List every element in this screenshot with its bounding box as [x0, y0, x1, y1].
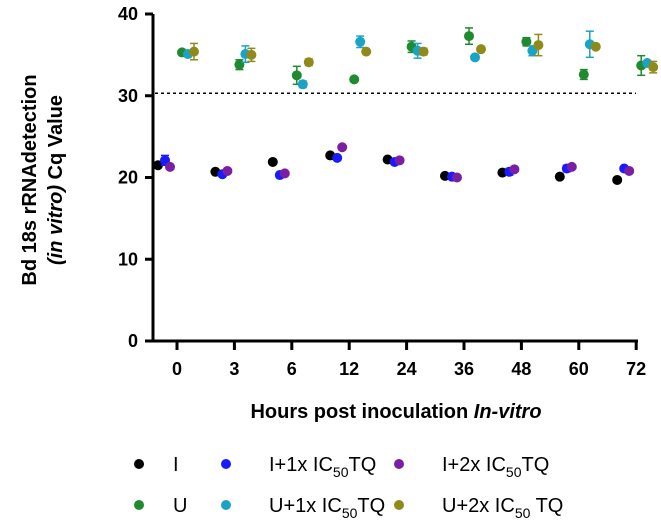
data-point	[303, 57, 314, 68]
x-tick-label: 6	[287, 359, 297, 379]
series-2	[165, 142, 635, 183]
data-point	[578, 69, 589, 80]
legend-label: I+2x IC50TQ	[442, 454, 549, 480]
data-point	[165, 161, 175, 172]
y-tick-label: 30	[118, 86, 138, 106]
legend-label: U	[173, 495, 187, 517]
data-point	[297, 79, 308, 90]
data-point	[418, 46, 429, 57]
data-point	[521, 36, 532, 47]
legend-entry: I	[134, 454, 179, 476]
x-tick-label: 60	[569, 359, 589, 379]
data-point	[279, 168, 290, 179]
data-point	[361, 46, 372, 57]
data-point	[566, 161, 577, 172]
series-4	[183, 30, 653, 90]
legend: I I+1x IC50TQ I+2x IC50TQ U U+1x IC50TQ U+2x …	[134, 454, 563, 521]
legend-marker	[134, 500, 144, 510]
data-point	[648, 62, 659, 73]
data-point	[590, 41, 601, 52]
plot-area	[153, 27, 659, 185]
data-point	[612, 174, 623, 185]
legend-entry: U+2x IC50 TQ	[394, 495, 563, 521]
data-point	[246, 49, 257, 60]
data-point	[509, 164, 520, 175]
legend-entry: U	[134, 495, 187, 517]
legend-marker	[221, 500, 231, 510]
data-point	[337, 142, 348, 153]
data-point	[554, 171, 565, 182]
data-point	[349, 74, 360, 85]
x-tick-label: 3	[229, 359, 239, 379]
x-tick-label: 72	[626, 359, 646, 379]
x-axis-title: Hours post inoculation In-vitro	[250, 401, 541, 423]
x-tick-label: 24	[397, 359, 417, 379]
y-tick-label: 0	[128, 331, 138, 351]
x-tick-label: 0	[172, 359, 182, 379]
x-tick-label: 36	[454, 359, 474, 379]
data-point	[533, 40, 544, 51]
data-point	[624, 165, 635, 176]
y-tick-label: 10	[118, 249, 138, 269]
x-tick-label: 12	[339, 359, 359, 379]
legend-marker	[221, 459, 231, 469]
data-point	[153, 160, 163, 171]
legend-marker	[394, 500, 404, 510]
y-ticks: 0 10 20 30 40	[118, 4, 153, 351]
legend-marker	[134, 459, 144, 469]
data-point	[189, 46, 199, 57]
y-tick-label: 20	[118, 168, 138, 188]
data-point	[234, 59, 245, 70]
series-5	[189, 33, 659, 74]
data-point	[267, 156, 278, 167]
data-point	[332, 152, 343, 163]
legend-label: I+1x IC50TQ	[269, 454, 376, 480]
data-point	[464, 31, 474, 42]
series-0	[153, 150, 623, 185]
data-point	[355, 36, 366, 47]
y-axis-title-line1: Bd 18s rRNAdetection	[19, 74, 41, 285]
legend-marker	[394, 459, 404, 469]
data-point	[470, 52, 480, 63]
data-point	[394, 155, 405, 166]
y-tick-label: 40	[118, 4, 138, 24]
legend-label: U+2x IC50 TQ	[442, 495, 563, 521]
legend-entry: I+2x IC50TQ	[394, 454, 549, 480]
x-tick-label: 48	[511, 359, 531, 379]
data-point	[291, 70, 302, 81]
legend-entry: U+1x IC50TQ	[221, 495, 385, 521]
legend-label: I	[173, 454, 179, 476]
x-ticks: 0 3 6 12 24 36 48 60 72	[172, 341, 646, 379]
data-point	[452, 172, 462, 183]
y-axis-title-line2: (in vitro) Cq Value	[45, 95, 67, 265]
legend-label: U+1x IC50TQ	[269, 495, 385, 521]
data-point	[476, 44, 486, 55]
legend-entry: I+1x IC50TQ	[221, 454, 376, 480]
data-point	[222, 165, 233, 176]
